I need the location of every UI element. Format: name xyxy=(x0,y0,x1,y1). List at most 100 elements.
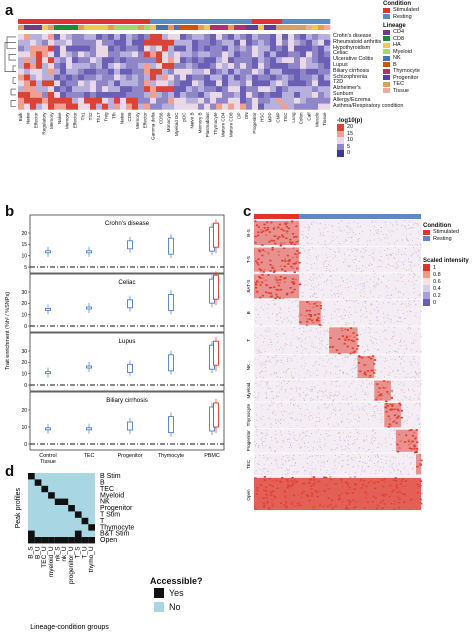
intensity-mark xyxy=(350,412,352,414)
intensity-mark xyxy=(363,352,365,354)
heatmap-cell xyxy=(174,80,181,87)
intensity-mark xyxy=(391,438,393,439)
intensity-mark xyxy=(294,300,296,302)
heatmap-cell xyxy=(312,80,319,87)
intensity-mark xyxy=(397,300,399,302)
heatmap-cell xyxy=(312,39,319,46)
intensity-mark xyxy=(373,276,375,278)
intensity-mark xyxy=(329,417,330,418)
intensity-mark xyxy=(371,435,373,437)
intensity-mark xyxy=(420,309,422,311)
condition-legend-item: Resting xyxy=(383,14,473,21)
intensity-mark xyxy=(417,290,419,292)
heatmap-cell xyxy=(60,86,67,93)
intensity-mark xyxy=(289,447,290,448)
intensity-mark xyxy=(268,304,270,306)
heatmap-cell xyxy=(72,63,79,70)
intensity-mark xyxy=(307,467,309,469)
intensity-mark xyxy=(277,361,279,362)
heatmap-cell xyxy=(72,57,79,64)
intensity-mark xyxy=(418,231,419,233)
intensity-mark xyxy=(304,450,306,452)
intensity-mark xyxy=(380,372,382,374)
heatmap-cell xyxy=(156,74,163,81)
intensity-mark xyxy=(320,233,322,235)
intensity-mark xyxy=(259,352,261,354)
heatmap-cell xyxy=(60,34,67,41)
condition-bar-cell xyxy=(150,19,157,24)
heatmap-cell xyxy=(18,63,25,70)
intensity-mark xyxy=(385,315,386,317)
intensity-mark xyxy=(394,470,395,472)
heatmap-cell xyxy=(264,92,271,99)
intensity-mark xyxy=(283,464,285,466)
heatmap-cell xyxy=(192,103,199,110)
condition-bar-cell xyxy=(132,19,139,24)
intensity-mark xyxy=(416,361,418,363)
intensity-mark xyxy=(368,332,370,334)
heatmap-cell xyxy=(108,97,115,104)
intensity-mark xyxy=(275,356,277,358)
intensity-mark xyxy=(303,398,305,399)
intensity-mark xyxy=(379,251,381,253)
intensity-mark xyxy=(336,446,338,448)
box xyxy=(168,354,174,372)
intensity-mark xyxy=(375,376,376,378)
intensity-mark xyxy=(406,237,407,239)
intensity-mark xyxy=(415,451,418,454)
intensity-mark xyxy=(303,443,305,444)
intensity-mark xyxy=(351,299,353,301)
intensity-mark xyxy=(360,226,362,228)
intensity-mark xyxy=(266,429,268,431)
intensity-mark xyxy=(330,289,332,291)
intensity-mark xyxy=(396,369,398,371)
intensity-mark xyxy=(261,474,263,475)
intensity-mark xyxy=(316,328,317,330)
heatmap-cell xyxy=(324,57,331,64)
heatmap-cell xyxy=(174,68,181,75)
intensity-mark xyxy=(310,473,312,475)
intensity-mark xyxy=(290,322,292,324)
heatmap-cell xyxy=(234,92,241,99)
intensity-mark xyxy=(323,455,325,457)
heatmap-cell xyxy=(180,74,187,81)
intensity-mark xyxy=(383,406,385,408)
intensity-mark xyxy=(319,437,321,439)
heatmap-cell xyxy=(156,45,163,52)
row-label: T Stim xyxy=(100,512,120,519)
intensity-mark xyxy=(278,385,280,387)
heatmap-cell xyxy=(36,34,43,41)
intensity-mark xyxy=(417,244,419,246)
intensity-mark xyxy=(385,223,387,225)
heatmap-cell xyxy=(48,80,55,87)
intensity-mark xyxy=(415,251,416,253)
heatmap-cell xyxy=(48,97,55,104)
heatmap-cell xyxy=(288,63,295,70)
intensity-mark xyxy=(295,319,297,321)
intensity-mark xyxy=(388,365,390,367)
heatmap-cell xyxy=(144,97,151,104)
intensity-mark xyxy=(348,286,350,288)
heatmap-cell xyxy=(90,68,97,75)
intensity-mark xyxy=(417,328,419,330)
intensity-mark xyxy=(321,448,323,450)
condition-bar-cell xyxy=(294,19,301,24)
intensity-mark xyxy=(263,337,265,339)
intensity-mark xyxy=(354,248,356,250)
intensity-mark xyxy=(419,437,421,439)
intensity-mark xyxy=(377,229,379,230)
intensity-mark xyxy=(258,351,260,353)
intensity-mark xyxy=(403,391,405,393)
intensity-mark xyxy=(380,444,382,446)
intensity-mark xyxy=(337,301,339,302)
intensity-mark xyxy=(367,456,369,458)
intensity-mark xyxy=(266,397,267,399)
heatmap-cell xyxy=(78,39,85,46)
intensity-mark xyxy=(374,226,376,228)
heatmap-cell xyxy=(168,39,175,46)
intensity-mark xyxy=(388,279,390,281)
intensity-mark xyxy=(263,463,265,465)
heatmap-cell xyxy=(306,80,313,87)
intensity-mark xyxy=(358,420,360,422)
intensity-mark xyxy=(294,380,295,382)
